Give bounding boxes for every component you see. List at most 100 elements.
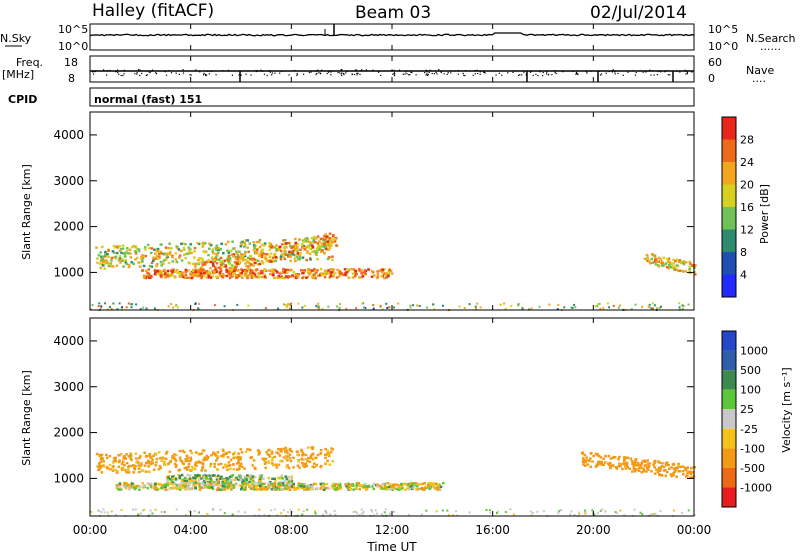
heatmap-cell	[245, 268, 249, 271]
heatmap-cell	[249, 456, 252, 459]
heatmap-cell	[227, 464, 230, 467]
heatmap-cell	[259, 251, 263, 254]
heatmap-cell	[139, 455, 142, 458]
heatmap-cell	[164, 271, 167, 274]
heatmap-cell	[116, 308, 119, 311]
power-colorbar-tick: 4	[740, 269, 747, 282]
heatmap-cell	[376, 483, 379, 486]
heatmap-cell	[230, 488, 233, 491]
heatmap-cell	[305, 237, 309, 240]
heatmap-cell	[216, 455, 220, 458]
heatmap-cell	[218, 475, 221, 479]
heatmap-cell	[231, 274, 235, 277]
heatmap-cell	[235, 274, 238, 277]
heatmap-cell	[134, 452, 138, 455]
heatmap-cell	[401, 485, 404, 488]
heatmap-cell	[681, 304, 684, 307]
nave-marker	[450, 72, 452, 74]
heatmap-cell	[302, 270, 306, 273]
heatmap-cell	[285, 465, 288, 469]
heatmap-cell	[681, 465, 685, 468]
heatmap-cell	[329, 274, 333, 277]
heatmap-cell	[393, 510, 396, 513]
heatmap-cell	[228, 475, 232, 479]
heatmap-cell	[181, 274, 184, 277]
heatmap-cell	[100, 255, 103, 258]
heatmap-cell	[155, 457, 159, 461]
heatmap-cell	[468, 511, 471, 514]
heatmap-cell	[145, 461, 148, 465]
heatmap-cell	[136, 247, 139, 250]
heatmap-cell	[119, 248, 123, 251]
heatmap-cell	[389, 512, 392, 515]
power-panel-frame	[89, 111, 695, 311]
nave-marker	[310, 71, 312, 73]
nave-marker	[354, 73, 356, 76]
heatmap-cell	[244, 450, 248, 453]
heatmap-cell	[384, 485, 387, 488]
heatmap-cell	[309, 244, 312, 247]
nave-marker	[457, 69, 460, 72]
heatmap-cell	[219, 267, 222, 270]
heatmap-cell	[315, 237, 318, 240]
x-tick-label: 20:00	[576, 523, 611, 537]
heatmap-cell	[536, 510, 539, 513]
heatmap-cell	[352, 484, 355, 487]
heatmap-cell	[101, 255, 105, 259]
heatmap-cell	[510, 305, 513, 307]
heatmap-cell	[201, 245, 204, 248]
heatmap-cell	[315, 487, 319, 490]
heatmap-cell	[602, 457, 605, 460]
heatmap-cell	[322, 484, 325, 487]
heatmap-cell	[329, 450, 333, 454]
heatmap-cell	[225, 258, 229, 262]
heatmap-cell	[357, 481, 360, 485]
heatmap-cell	[130, 245, 134, 249]
heatmap-cell	[138, 265, 142, 268]
heatmap-cell	[189, 456, 192, 459]
heatmap-cell	[387, 272, 390, 275]
heatmap-cell	[275, 249, 279, 252]
heatmap-cell	[177, 484, 180, 487]
nave-marker	[436, 73, 438, 75]
heatmap-cell	[670, 475, 673, 478]
heatmap-cell	[250, 487, 253, 490]
heatmap-cell	[120, 462, 124, 466]
heatmap-cell	[367, 268, 370, 271]
heatmap-cell	[584, 509, 586, 512]
heatmap-cell	[166, 488, 169, 492]
heatmap-cell	[203, 251, 207, 254]
heatmap-cell	[186, 456, 190, 460]
heatmap-cell	[338, 272, 342, 276]
heatmap-cell	[140, 257, 143, 260]
heatmap-cell	[217, 463, 220, 466]
nave-marker	[464, 75, 466, 77]
heatmap-cell	[582, 460, 586, 464]
heatmap-cell	[404, 482, 407, 485]
heatmap-cell	[416, 304, 419, 307]
heatmap-cell	[308, 273, 312, 276]
heatmap-cell	[355, 307, 358, 310]
nave-marker	[656, 74, 658, 76]
heatmap-cell	[205, 272, 209, 275]
nave-marker	[449, 70, 451, 72]
heatmap-cell	[158, 457, 162, 460]
heatmap-cell	[203, 270, 207, 273]
heatmap-cell	[653, 460, 657, 463]
nave-marker	[600, 73, 603, 75]
heatmap-cell	[137, 249, 141, 253]
power-colorbar-tick: 20	[740, 179, 754, 192]
heatmap-cell	[197, 258, 200, 262]
heatmap-cell	[151, 512, 154, 515]
heatmap-cell	[193, 510, 196, 513]
heatmap-cell	[174, 258, 177, 261]
heatmap-cell	[332, 482, 335, 486]
heatmap-cell	[251, 477, 254, 481]
heatmap-cell	[289, 483, 293, 486]
heatmap-cell	[168, 482, 172, 486]
heatmap-cell	[221, 448, 225, 451]
nave-marker	[484, 72, 486, 74]
heatmap-cell	[268, 248, 272, 251]
heatmap-cell	[198, 257, 201, 260]
heatmap-cell	[289, 244, 292, 248]
